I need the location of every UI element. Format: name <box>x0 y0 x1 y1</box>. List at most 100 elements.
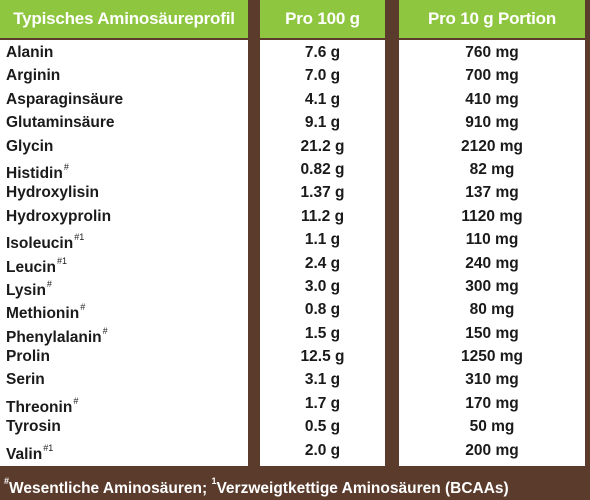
value-per-100g: 1.37 g <box>300 184 345 202</box>
amino-acid-name: Hydroxyprolin <box>6 205 111 228</box>
value-per-10g: 200 mg <box>465 441 519 459</box>
value-per-100g: 0.82 g <box>300 160 345 178</box>
amino-acid-name: Prolin <box>6 345 50 368</box>
table-row: Histidin# 0.82 g 82 mg <box>0 158 590 182</box>
amino-acid-mark: #1 <box>56 255 67 266</box>
value-per-10g: 1120 mg <box>461 207 523 225</box>
amino-acid-name: Tyrosin <box>6 415 61 438</box>
amino-acid-label: Asparaginsäure <box>6 90 124 108</box>
value-per-100g: 1.1 g <box>304 231 341 249</box>
amino-acid-name: Leucin#1 <box>6 252 67 280</box>
amino-acid-name: Hydroxylisin <box>6 181 99 204</box>
value-per-10g: 240 mg <box>465 254 519 272</box>
footnote-mark-essential: # <box>4 476 10 486</box>
value-per-10g: 700 mg <box>465 67 519 85</box>
amino-acid-name: Asparaginsäure <box>6 88 123 111</box>
amino-acid-name: Arginin <box>6 64 60 87</box>
table-row: Alanin 7.6 g 760 mg <box>0 41 590 64</box>
table-row: Methionin# 0.8 g 80 mg <box>0 298 590 322</box>
value-per-100g: 1.7 g <box>304 394 341 412</box>
amino-acid-label: Leucin <box>6 258 56 276</box>
value-per-100g: 4.1 g <box>304 90 341 108</box>
value-per-100g: 2.0 g <box>304 441 341 459</box>
value-per-100g: 9.1 g <box>304 114 341 132</box>
amino-acid-label: Glycin <box>6 137 54 155</box>
amino-acid-label: Threonin <box>6 399 73 417</box>
value-per-10g: 1250 mg <box>460 348 524 366</box>
table-row: Glutaminsäure 9.1 g 910 mg <box>0 111 590 134</box>
amino-acid-label: Glutaminsäure <box>6 114 115 132</box>
value-per-100g: 21.2 g <box>300 137 345 155</box>
footnote-bcaa-text: Verzweigtkettige Aminosäuren (BCAAs) <box>216 480 509 498</box>
value-per-100g: 11.2 g <box>300 207 345 225</box>
table-row: Threonin# 1.7 g 170 mg <box>0 392 590 416</box>
value-per-10g: 50 mg <box>469 418 515 436</box>
value-per-100g: 0.5 g <box>304 418 341 436</box>
table-row: Asparaginsäure 4.1 g 410 mg <box>0 88 590 111</box>
amino-acid-name: Threonin# <box>6 392 78 420</box>
table-row: Serin 3.1 g 310 mg <box>0 368 590 391</box>
value-per-10g: 170 mg <box>465 394 519 412</box>
amino-acid-mark: # <box>102 325 108 336</box>
value-per-100g: 3.1 g <box>304 371 341 389</box>
value-per-100g: 12.5 g <box>300 348 345 366</box>
amino-acid-name: Lysin# <box>6 275 52 303</box>
value-per-100g: 7.6 g <box>304 44 341 61</box>
amino-acid-name: Methionin# <box>6 298 85 326</box>
amino-acid-mark: # <box>46 278 52 289</box>
amino-acid-mark: # <box>73 395 79 406</box>
table-row: Hydroxyprolin 11.2 g 1120 mg <box>0 205 590 228</box>
amino-acid-label: Hydroxylisin <box>6 184 100 202</box>
value-per-100g: 0.8 g <box>304 301 341 319</box>
value-per-100g: 1.5 g <box>304 324 341 342</box>
amino-acid-mark: #1 <box>43 442 54 453</box>
amino-acid-label: Alanin <box>6 44 54 61</box>
amino-acid-mark: # <box>63 161 69 172</box>
amino-acid-name: Phenylalanin# <box>6 322 108 350</box>
amino-acid-mark: # <box>80 302 86 313</box>
amino-acid-name: Serin <box>6 368 45 391</box>
table-row: Isoleucin#1 1.1 g 110 mg <box>0 228 590 253</box>
column-name-bg <box>0 40 248 466</box>
amino-acid-label: Methionin <box>6 305 80 323</box>
amino-acid-label: Phenylalanin <box>6 328 102 346</box>
value-per-10g: 2120 mg <box>460 137 524 155</box>
amino-acid-name: Glycin <box>6 135 53 158</box>
table-row: Lysin# 3.0 g 300 mg <box>0 275 590 299</box>
value-per-10g: 910 mg <box>465 114 519 132</box>
value-per-10g: 150 mg <box>465 324 519 342</box>
table-row: Leucin#1 2.4 g 240 mg <box>0 252 590 276</box>
amino-acid-label: Prolin <box>6 348 50 366</box>
amino-acid-mark: #1 <box>74 232 85 243</box>
footnote-mark-bcaa: 1 <box>211 476 217 486</box>
header-profile: Typisches Aminosäureprofil <box>0 0 248 38</box>
table-row: Phenylalanin# 1.5 g 150 mg <box>0 322 590 346</box>
table-row: Hydroxylisin 1.37 g 137 mg <box>0 181 590 204</box>
table-header: Typisches Aminosäureprofil Pro 100 g Pro… <box>0 0 590 40</box>
footnote-essential-text: Wesentliche Aminosäuren; <box>9 480 212 498</box>
value-per-10g: 410 mg <box>465 90 519 108</box>
value-per-10g: 310 mg <box>465 371 519 389</box>
column-100g-bg <box>260 40 385 466</box>
amino-acid-label: Lysin <box>6 282 46 300</box>
table-row: Arginin 7.0 g 700 mg <box>0 64 590 87</box>
value-per-10g: 82 mg <box>469 160 515 178</box>
amino-acid-label: Tyrosin <box>6 418 61 436</box>
table-body: Alanin 7.6 g 760 mg Arginin 7.0 g 700 mg Aspar… <box>0 41 590 463</box>
header-per-10g-portion: Pro 10 g Portion <box>399 0 585 38</box>
amino-acid-label: Serin <box>6 371 45 389</box>
amino-acid-name: Histidin# <box>6 158 69 186</box>
amino-acid-name: Valin#1 <box>6 439 53 467</box>
value-per-100g: 7.0 g <box>304 67 341 85</box>
value-per-10g: 300 mg <box>465 277 519 295</box>
value-per-100g: 2.4 g <box>304 254 341 272</box>
amino-acid-label: Arginin <box>6 67 61 85</box>
amino-acid-label: Hydroxyprolin <box>6 207 112 225</box>
amino-acid-label: Isoleucin <box>6 235 74 253</box>
table-footnote: #Wesentliche Aminosäuren; 1Verzweigtkett… <box>0 468 590 500</box>
table-row: Valin#1 2.0 g 200 mg <box>0 439 590 463</box>
amino-acid-label: Valin <box>6 445 43 463</box>
amino-acid-name: Alanin <box>6 41 53 64</box>
value-per-10g: 137 mg <box>465 184 519 202</box>
